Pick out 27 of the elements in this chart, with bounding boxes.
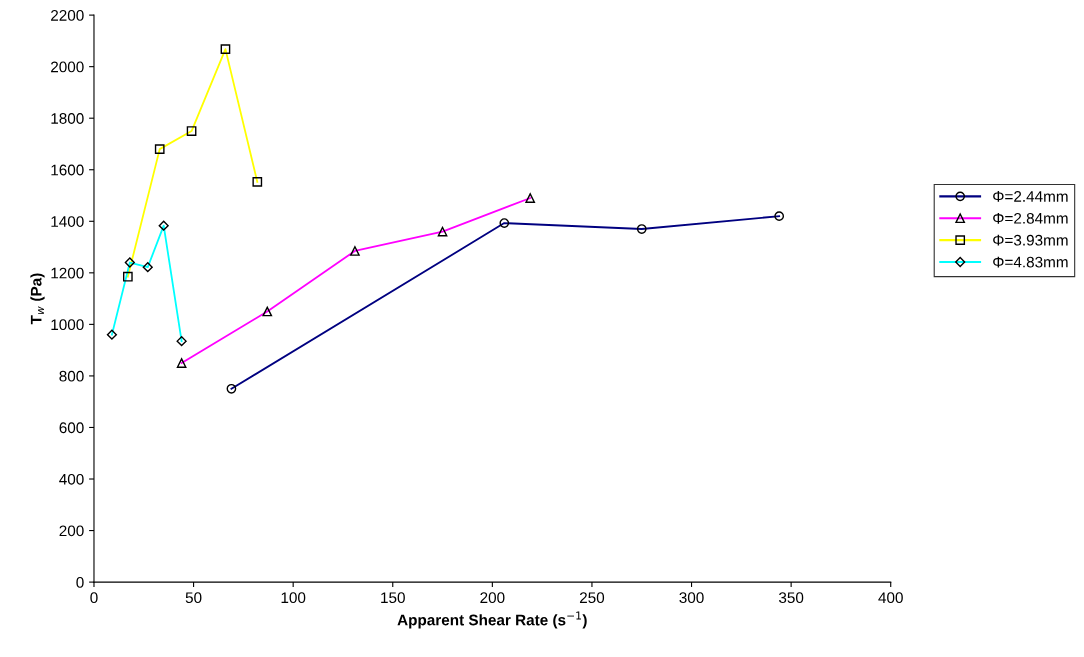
x-tick-label: 300 xyxy=(679,592,704,604)
y-tick-label: 1600 xyxy=(51,164,84,176)
x-tick-label: 50 xyxy=(185,592,202,604)
y-tick-label: 400 xyxy=(59,473,84,485)
legend-label: Φ=2.84mm xyxy=(993,212,1068,224)
y-tick-label: 800 xyxy=(59,370,84,382)
y-tick-label: 1800 xyxy=(51,113,84,124)
legend-label: Φ=2.44mm xyxy=(993,191,1068,202)
x-tick-label: 150 xyxy=(381,592,405,604)
x-axis-title: Apparent Shear Rate (s$^{−1}$) xyxy=(397,611,587,629)
y-tick-label: 1400 xyxy=(51,216,84,227)
y-axis-title: T$_{w}$ (Pa) xyxy=(30,273,45,325)
x-tick-label: 400 xyxy=(878,592,903,604)
x-tick-label: 350 xyxy=(778,592,804,604)
legend-label: Φ=3.93mm xyxy=(993,234,1068,246)
y-tick-label: 600 xyxy=(59,422,84,434)
legend-label: Φ=4.83mm xyxy=(993,256,1068,268)
y-tick-label: 2000 xyxy=(51,61,84,73)
y-tick-label: 200 xyxy=(59,525,84,537)
x-tick-label: 100 xyxy=(281,592,306,604)
x-tick-label: 200 xyxy=(480,592,505,604)
x-tick-label: 250 xyxy=(579,592,605,604)
y-tick-label: 1000 xyxy=(51,319,84,331)
x-tick-label: 0 xyxy=(90,592,98,604)
y-tick-label: 1200 xyxy=(51,267,84,279)
y-tick-label: 0 xyxy=(76,576,84,588)
y-tick-label: 2200 xyxy=(51,9,84,21)
